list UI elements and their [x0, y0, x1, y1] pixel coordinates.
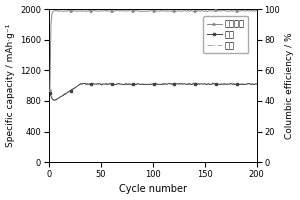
库伦效率: [48, 89, 52, 91]
库伦效率: [236, 9, 240, 11]
Legend: 库伦效率, 充电, 放电: 库伦效率, 充电, 放电: [203, 16, 248, 53]
放电: [58, 96, 61, 98]
放电: [88, 83, 91, 85]
放电: [52, 99, 56, 101]
放电: [104, 83, 108, 85]
Line: 放电: 放电: [50, 83, 256, 100]
充电: [211, 82, 215, 84]
放电: [246, 82, 250, 84]
充电: [239, 83, 243, 85]
充电: [48, 92, 52, 94]
放电: [239, 83, 243, 85]
库伦效率: [245, 9, 249, 12]
Line: 库伦效率: 库伦效率: [49, 9, 257, 91]
库伦效率: [238, 10, 242, 12]
放电: [48, 88, 52, 90]
充电: [104, 82, 108, 85]
充电: [255, 83, 258, 85]
充电: [58, 96, 61, 99]
放电: [255, 83, 258, 85]
充电: [88, 83, 91, 85]
库伦效率: [61, 10, 64, 12]
Y-axis label: Columbic efficiency / %: Columbic efficiency / %: [285, 32, 294, 139]
库伦效率: [255, 9, 258, 12]
放电: [61, 94, 65, 96]
Y-axis label: Specific capacity / mAh·g⁻¹: Specific capacity / mAh·g⁻¹: [6, 24, 15, 147]
X-axis label: Cycle number: Cycle number: [119, 184, 187, 194]
放电: [194, 82, 197, 84]
充电: [61, 94, 65, 97]
库伦效率: [56, 10, 60, 12]
充电: [52, 99, 56, 102]
库伦效率: [86, 10, 90, 12]
充电: [246, 82, 250, 85]
库伦效率: [103, 9, 107, 12]
Line: 充电: 充电: [49, 82, 257, 101]
